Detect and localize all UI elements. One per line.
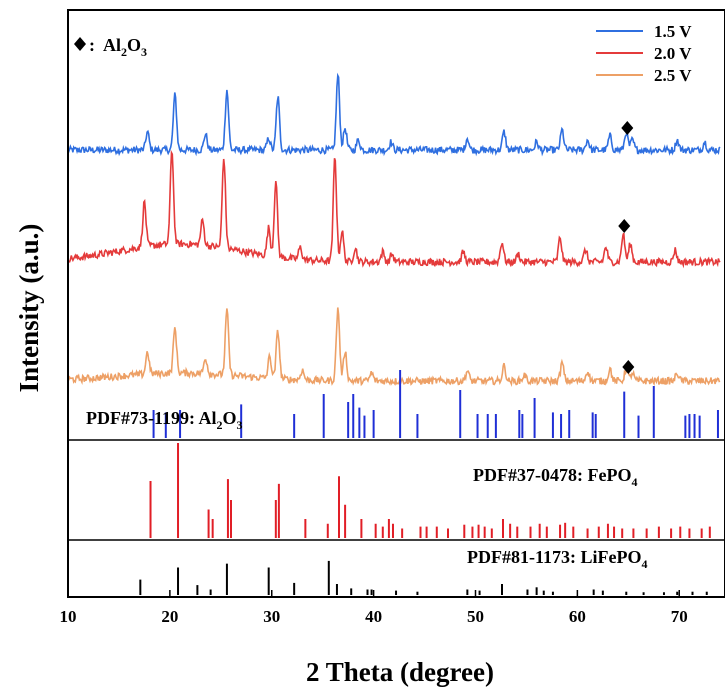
plot-frame (67, 9, 725, 598)
ref-label-fepo4: PDF#37-0478: FePO4 (473, 465, 637, 489)
marker-legend-formula-sub2: 3 (141, 45, 147, 59)
al2o3-diamond-marker-2 (618, 219, 631, 233)
x-tick-label-30: 30 (263, 607, 280, 626)
svg-text:: Al2O3: : Al2O3 (89, 35, 147, 59)
series-legend: 1.5 V 2.0 V 2.5 V (596, 22, 692, 85)
x-tick-label-70: 70 (671, 607, 688, 626)
al2o3-diamond-marker-3 (622, 360, 635, 374)
x-tick-label-40: 40 (365, 607, 382, 626)
marker-legend-formula-mid: O (127, 35, 141, 55)
x-axis-title: 2 Theta (degree) (306, 657, 494, 687)
marker-legend: : Al2O3 (74, 35, 147, 59)
x-axis: 10 20 30 40 50 60 70 (60, 590, 688, 626)
ref-label-lifepo4: PDF#81-1173: LiFePO4 (467, 547, 647, 571)
legend-label-1: 1.5 V (654, 22, 692, 41)
x-tick-label-10: 10 (60, 607, 77, 626)
legend-label-3: 2.5 V (654, 66, 692, 85)
marker-legend-formula-base: Al (103, 35, 121, 55)
marker-legend-separator: : (89, 35, 95, 55)
x-tick-label-50: 50 (467, 607, 484, 626)
series-layer (67, 72, 721, 388)
diamond-marker-icon (74, 37, 86, 51)
legend-label-2: 2.0 V (654, 44, 692, 63)
ref-label-al2o3: PDF#73-1199: Al2O3 (86, 408, 243, 432)
series-line-2 (67, 149, 721, 269)
series-line-1 (67, 72, 721, 157)
reference-layer (139, 370, 719, 595)
x-tick-label-60: 60 (569, 607, 586, 626)
series-line-3 (67, 307, 721, 388)
al2o3-diamond-marker-1 (621, 121, 634, 135)
y-axis-title: Intensity (a.u.) (14, 224, 44, 393)
marker-legend-formula-sub1: 2 (121, 45, 127, 59)
x-tick-label-20: 20 (161, 607, 178, 626)
